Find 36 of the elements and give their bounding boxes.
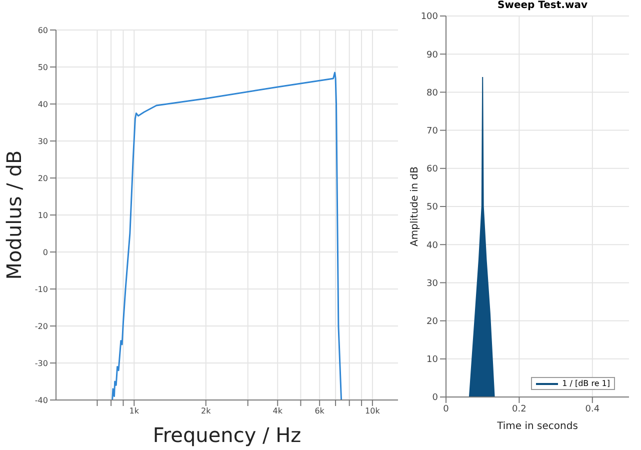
y-tick-label: 90 bbox=[426, 50, 438, 60]
y-tick-label: 60 bbox=[426, 164, 438, 175]
y-tick-label: 0 bbox=[42, 248, 48, 257]
y-tick-label: 50 bbox=[38, 62, 48, 72]
y-tick-label: -40 bbox=[34, 396, 48, 405]
y-tick-label: 60 bbox=[38, 26, 48, 35]
y-tick-label: 10 bbox=[38, 210, 48, 220]
x-tick-label: 6k bbox=[314, 406, 325, 416]
x-tick-label: 0 bbox=[443, 404, 450, 414]
x-axis-title: Time in seconds bbox=[496, 421, 578, 432]
y-tick-label: -20 bbox=[34, 322, 48, 331]
y-tick-label: 80 bbox=[426, 88, 438, 98]
y-tick-label: 50 bbox=[426, 202, 438, 213]
x-tick-label: 1k bbox=[129, 406, 140, 416]
y-tick-label: 40 bbox=[426, 240, 438, 251]
y-tick-label: 70 bbox=[426, 126, 438, 136]
y-tick-label: 10 bbox=[426, 355, 438, 366]
y-tick-label: -10 bbox=[34, 284, 48, 294]
y-tick-label: 20 bbox=[426, 316, 438, 327]
y-axis-title: Modulus / dB bbox=[2, 150, 26, 280]
chart-title: Sweep Test.wav bbox=[496, 0, 588, 11]
y-tick-label: -30 bbox=[34, 358, 48, 368]
y-tick-label: 40 bbox=[38, 100, 48, 109]
y-tick-label: 20 bbox=[38, 174, 48, 183]
x-tick-label: 10k bbox=[365, 406, 380, 416]
x-tick-label: 4k bbox=[272, 406, 283, 416]
x-tick-label: 2k bbox=[201, 406, 212, 416]
x-tick-label: 0.4 bbox=[585, 404, 600, 414]
x-axis-title: Frequency / Hz bbox=[152, 423, 302, 447]
y-tick-label: 100 bbox=[420, 12, 438, 22]
x-tick-label: 0.2 bbox=[512, 404, 526, 414]
y-axis-title: Amplitude in dB bbox=[410, 166, 421, 246]
y-tick-label: 30 bbox=[38, 136, 48, 146]
legend-label: 1 / [dB re 1] bbox=[562, 379, 610, 388]
y-tick-label: 30 bbox=[426, 278, 438, 289]
y-tick-label: 0 bbox=[432, 393, 438, 404]
